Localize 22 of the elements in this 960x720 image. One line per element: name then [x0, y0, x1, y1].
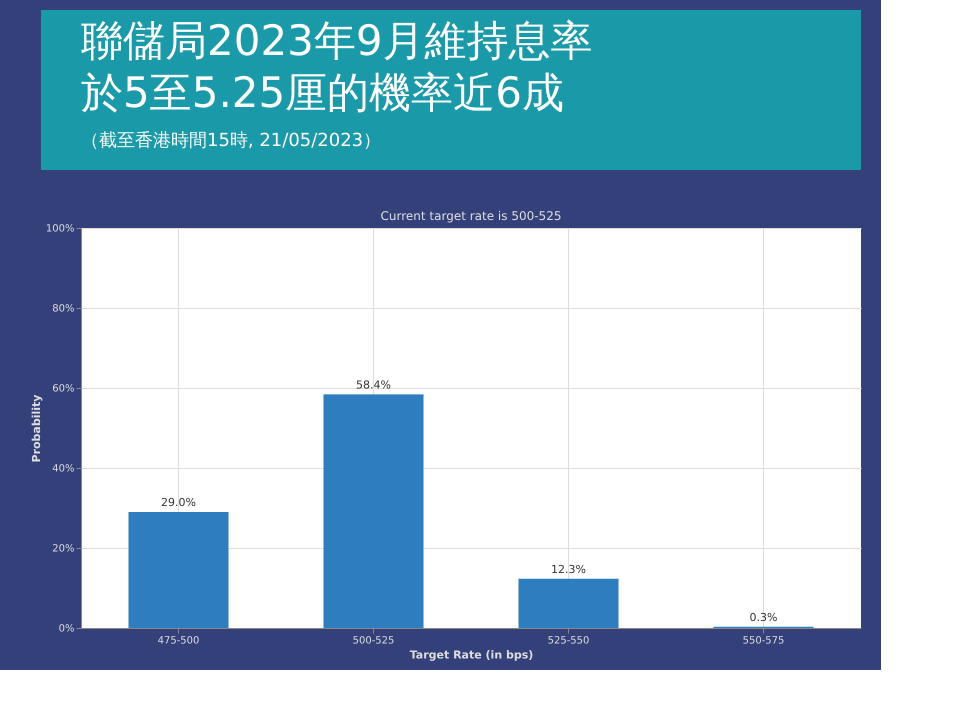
y-tick-label: 80% — [52, 304, 74, 314]
bar — [324, 394, 424, 628]
y-tick-label: 60% — [52, 384, 74, 394]
y-tick-label: 100% — [46, 224, 74, 234]
x-tick-label: 550-575 — [742, 636, 784, 646]
y-axis-title: Probability — [30, 394, 43, 462]
data-label: 12.3% — [551, 562, 586, 576]
y-tick-label: 0% — [58, 624, 74, 634]
x-tick-label: 525-550 — [548, 636, 590, 646]
chart-title: 聯儲局2023年9月維持息率於5至5.25厘的機率近6成 — [81, 16, 593, 117]
x-tick-label: 500-525 — [352, 636, 394, 646]
bar — [518, 578, 618, 628]
x-axis-title: Target Rate (in bps) — [410, 648, 534, 662]
bar — [128, 512, 228, 628]
chart-subtitle: （截至香港時間15時, 21/05/2023） — [81, 130, 382, 151]
data-label: 29.0% — [161, 496, 196, 509]
data-label: 58.4% — [356, 378, 391, 392]
y-tick-label: 20% — [52, 544, 74, 554]
x-tick-label: 475-500 — [158, 636, 200, 646]
data-label: 0.3% — [750, 610, 778, 624]
y-tick-label: 40% — [52, 464, 74, 474]
text: Current target rate is 500-525 — [380, 209, 562, 223]
